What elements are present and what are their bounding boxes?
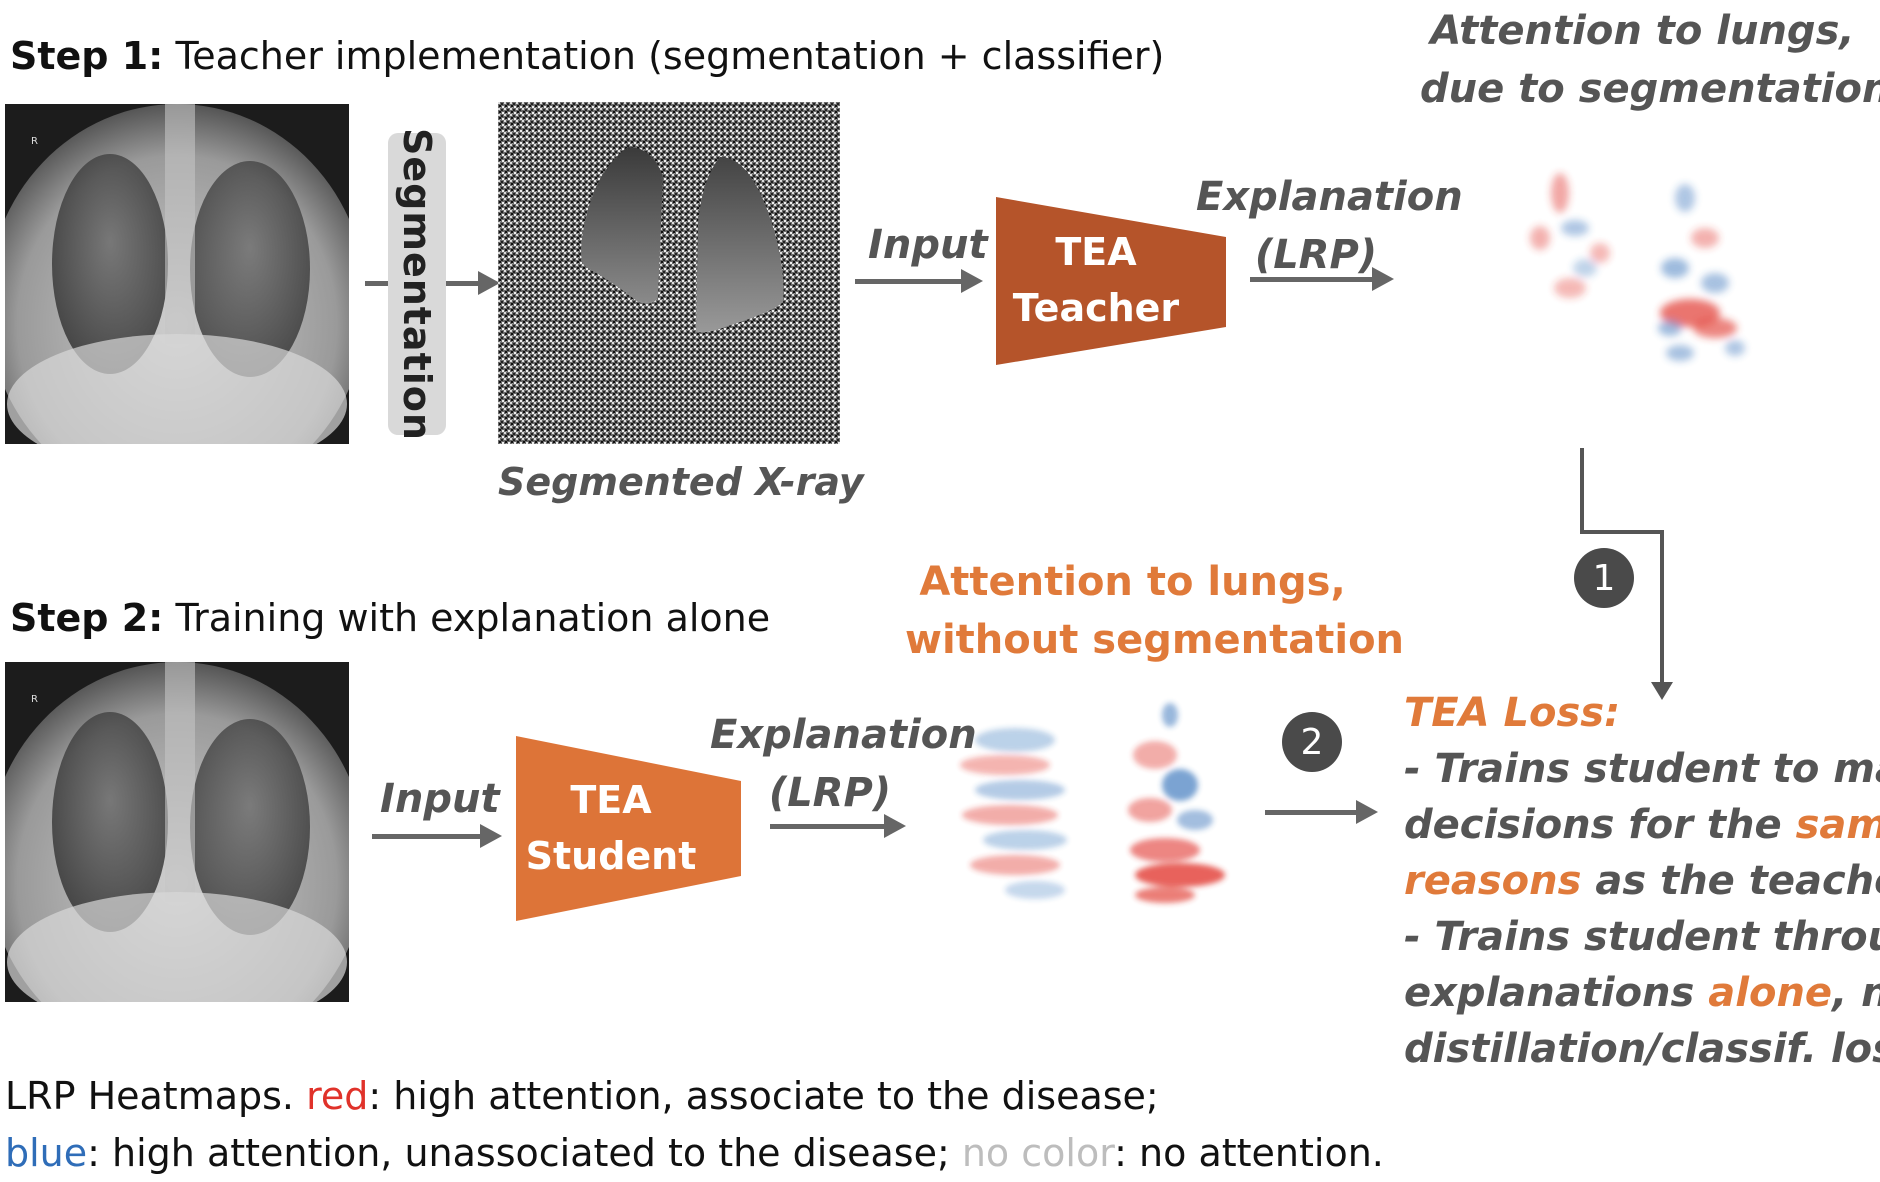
tea-loss-line2a: decisions for the	[1404, 802, 1796, 848]
student-network	[516, 736, 741, 921]
tea-loss-line1: - Trains student to make	[1404, 746, 1880, 792]
tea-loss-block: TEA Loss: - Trains student to make decis…	[1404, 685, 1880, 1077]
teacher-network	[996, 197, 1226, 365]
arrow-head-explanation-1	[1372, 267, 1394, 291]
input-label-1: Input	[868, 222, 988, 268]
input-label-2: Input	[380, 776, 500, 822]
explanation-2-line2: (LRP)	[768, 770, 892, 816]
tea-loss-line5b: alone	[1708, 970, 1833, 1016]
arrow-head-explanation-2	[884, 814, 906, 838]
attention-mid-title: Attention to lungs, without segmentation	[905, 553, 1405, 669]
heatmap-bottom	[960, 703, 1225, 903]
step2-label: Step 2:	[10, 596, 164, 640]
student-label: TEA Student	[516, 772, 706, 884]
heatmap-top	[1530, 173, 1745, 361]
arrow-head-input-2	[480, 824, 502, 848]
tea-loss-line2b: same	[1795, 802, 1880, 848]
attention-mid-line1: Attention to lungs,	[919, 559, 1346, 605]
legend-line2: blue: high attention, unassociated to th…	[5, 1125, 1384, 1182]
connector-horizontal	[1580, 530, 1664, 534]
chest-xray-top-graphic: R	[5, 104, 349, 444]
tea-loss-title: TEA Loss:	[1404, 690, 1621, 736]
legend-line1: LRP Heatmaps. red: high attention, assoc…	[5, 1068, 1384, 1125]
explanation-1-line1: Explanation	[1196, 174, 1463, 220]
tea-loss-line5: explanations alone, no	[1404, 965, 1880, 1021]
step-badge-1: 1	[1574, 548, 1634, 608]
legend-red: red	[306, 1074, 369, 1118]
explanation-2-line1: Explanation	[710, 712, 977, 758]
step1-text: Teacher implementation (segmentation + c…	[163, 34, 1165, 78]
explanation-label-2: Explanation (LRP)	[710, 706, 977, 822]
legend: LRP Heatmaps. red: high attention, assoc…	[5, 1068, 1384, 1182]
segmented-xray	[498, 102, 840, 444]
tea-loss-line2: decisions for the same	[1404, 797, 1880, 853]
legend-l1c: : high attention, associate to the disea…	[368, 1074, 1159, 1118]
tea-loss-line6: distillation/classif. loss	[1404, 1026, 1880, 1072]
tea-loss-line3: reasons as the teacher	[1404, 853, 1880, 909]
arrow-explanation-2	[770, 824, 888, 829]
tea-loss-line3b: as the teacher	[1595, 858, 1880, 904]
svg-text:R: R	[31, 694, 38, 705]
teacher-label-line1: TEA	[1055, 230, 1137, 274]
arrow-head-seg	[478, 271, 500, 295]
segmented-xray-graphic	[498, 102, 840, 444]
teacher-label: TEA Teacher	[996, 224, 1196, 336]
step1-label: Step 1:	[10, 34, 164, 78]
teacher-label-line2: Teacher	[1012, 286, 1180, 330]
explanation-label-1: Explanation (LRP)	[1196, 168, 1463, 284]
student-label-line2: Student	[525, 834, 697, 878]
arrow-head-input-1	[961, 269, 983, 293]
connector-vertical-1	[1580, 448, 1584, 534]
connector-arrowhead	[1651, 682, 1673, 700]
legend-blue: blue	[5, 1131, 88, 1175]
attention-top-line1: Attention to lungs,	[1430, 8, 1855, 54]
legend-no-color: no color	[961, 1131, 1115, 1175]
svg-text:R: R	[31, 136, 38, 147]
arrow-input-2	[372, 834, 482, 839]
tea-loss-line4: - Trains student through	[1404, 914, 1880, 960]
step1-title: Step 1: Teacher implementation (segmenta…	[10, 34, 1164, 78]
segmented-caption: Segmented X-ray	[498, 460, 864, 504]
explanation-1-line2: (LRP)	[1254, 232, 1378, 278]
legend-l1a: LRP Heatmaps.	[5, 1074, 307, 1118]
connector-vertical-2	[1660, 530, 1664, 686]
step-badge-2: 2	[1282, 712, 1342, 772]
step2-text: Training with explanation alone	[163, 596, 771, 640]
attention-mid-line2: without segmentation	[905, 617, 1405, 663]
segmentation-box: Segmentation	[388, 128, 446, 440]
tea-loss-line3a: reasons	[1404, 858, 1582, 904]
arrow-input-1	[855, 279, 965, 284]
arrow-head-loss	[1356, 800, 1378, 824]
step2-title: Step 2: Training with explanation alone	[10, 596, 770, 640]
attention-top-title: Attention to lungs, due to segmentation	[1420, 2, 1880, 118]
tea-loss-line5a: explanations	[1404, 970, 1709, 1016]
chest-xray-bottom-graphic: R	[5, 662, 349, 1002]
attention-top-line2: due to segmentation	[1420, 66, 1880, 112]
chest-xray-bottom: R	[5, 662, 349, 1002]
segmentation-label: Segmentation	[395, 127, 439, 441]
chest-xray-top: R	[5, 104, 349, 444]
student-label-line1: TEA	[570, 778, 652, 822]
legend-l2b: : high attention, unassociated to the di…	[87, 1131, 962, 1175]
legend-l2d: : no attention.	[1114, 1131, 1384, 1175]
arrow-explanation-1	[1250, 277, 1375, 282]
arrow-to-loss	[1265, 810, 1360, 815]
tea-loss-line5c: , no	[1832, 970, 1880, 1016]
